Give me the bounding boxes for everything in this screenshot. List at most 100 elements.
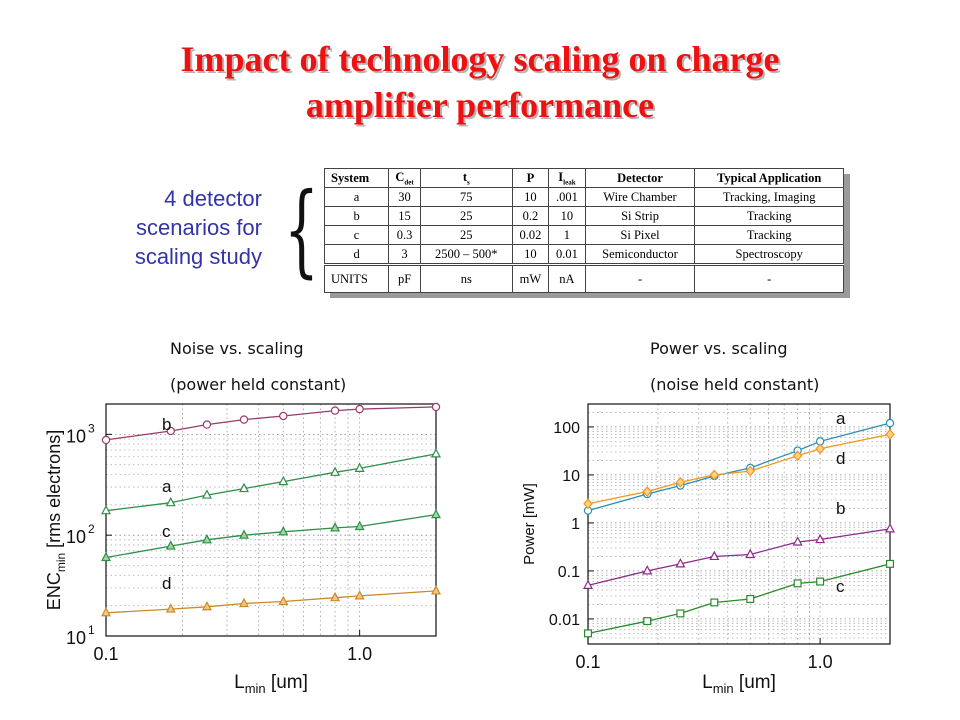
- table-cell: Tracking, Imaging: [694, 187, 844, 207]
- scenarios-text: 4 detector scenarios for scaling study: [96, 184, 262, 271]
- scenarios-line: scenarios for: [136, 215, 262, 240]
- y-tick-exponent: 3: [88, 421, 95, 435]
- x-tick-label-part: 0.1: [93, 644, 118, 664]
- header-cell: P: [511, 168, 550, 188]
- header-cdet-sub: det: [404, 178, 414, 187]
- y-axis-label: Power [mW]: [521, 483, 538, 565]
- data-point-d: [278, 595, 289, 606]
- table-cell: -: [584, 263, 696, 293]
- data-point-b: [355, 404, 364, 414]
- header-cell: Detector: [584, 168, 696, 188]
- data-point-a: [885, 418, 895, 428]
- table-cell: 0.3: [388, 225, 421, 245]
- data-point-b: [792, 536, 803, 546]
- series-label-part: a: [836, 409, 846, 428]
- table-cell: 10: [511, 187, 550, 207]
- table-cell: c: [323, 225, 390, 245]
- data-point-d: [792, 450, 803, 462]
- data-point-d: [642, 486, 653, 497]
- plot-area: [106, 404, 436, 636]
- table-cell: 0.02: [511, 225, 550, 245]
- series-label: c: [836, 577, 845, 596]
- header-cell: Ileak: [548, 168, 586, 188]
- x-axis-label-part: [um]: [266, 672, 308, 693]
- data-point-c: [101, 551, 111, 562]
- data-point-d: [815, 443, 825, 455]
- data-point-c: [201, 534, 212, 544]
- data-point-c: [710, 598, 719, 607]
- table-cell: 25: [419, 206, 513, 226]
- header-cell: ts: [419, 168, 513, 188]
- data-point-d: [583, 498, 593, 510]
- data-point-c: [793, 579, 802, 588]
- data-point-b: [239, 415, 249, 424]
- data-point-d: [709, 469, 720, 481]
- y-axis-label: ENCmin [rms electrons]: [44, 430, 68, 610]
- y-tick-exponent-part: 2: [88, 522, 95, 536]
- table-cell: 10: [511, 244, 550, 265]
- y-tick-label-part: 10: [66, 527, 86, 547]
- data-point-b: [330, 406, 340, 415]
- x-tick-label: 0.1: [575, 652, 600, 672]
- table-row: b 15 25 0.2 10 Si Strip Tracking: [323, 206, 844, 226]
- data-point-c: [278, 526, 289, 536]
- table-cell: nA: [548, 263, 586, 293]
- x-tick-label: 1.0: [808, 652, 833, 672]
- data-point-c: [676, 609, 685, 618]
- y-tick-label-part: 1: [571, 516, 580, 533]
- series-line-d: [587, 433, 891, 505]
- table-cell: .001: [548, 187, 586, 207]
- table-cell: 1: [548, 225, 586, 245]
- y-axis-label-part: min: [54, 553, 68, 572]
- table-cell: Si Strip: [584, 206, 696, 226]
- series-label: d: [836, 449, 845, 468]
- y-tick-label: 10: [66, 527, 86, 547]
- table-cell: Tracking: [694, 206, 844, 226]
- x-axis-label: Lmin [um]: [234, 672, 308, 696]
- data-point-d: [239, 597, 250, 608]
- series-label: a: [162, 477, 172, 496]
- table-row: c 0.3 25 0.02 1 Si Pixel Tracking: [323, 225, 844, 245]
- scenario-table-container: System Cdet ts P Ileak Detector Typical …: [323, 168, 850, 298]
- series-label: d: [162, 574, 171, 593]
- table-cell: 15: [388, 206, 421, 226]
- data-point-b: [709, 550, 720, 561]
- data-point-d: [885, 428, 895, 440]
- table-cell: b: [323, 206, 390, 226]
- data-point-d: [101, 606, 111, 617]
- table-cell: Spectroscopy: [694, 244, 844, 265]
- y-tick-exponent: 1: [88, 623, 95, 637]
- data-point-b: [202, 420, 212, 429]
- x-axis-label-part: L: [234, 672, 245, 693]
- table-row: d 3 2500 – 500* 10 0.01 Semiconductor Sp…: [323, 244, 844, 265]
- header-cdet-main: C: [395, 169, 405, 184]
- series-label: a: [836, 409, 846, 428]
- data-point-c: [886, 559, 895, 568]
- x-tick-label-part: 0.1: [575, 652, 600, 672]
- y-tick-exponent: 2: [88, 522, 95, 536]
- header-ileak-sub: leak: [563, 178, 576, 187]
- left-chart-caption-1: Noise vs. scaling: [170, 339, 304, 358]
- data-point-b: [675, 558, 686, 568]
- table-cell: mW: [511, 263, 550, 293]
- table-header-row: System Cdet ts P Ileak Detector Typical …: [323, 168, 844, 188]
- series-label: b: [162, 415, 171, 434]
- data-point-d: [745, 465, 756, 477]
- data-point-d: [354, 590, 365, 600]
- data-point-a: [239, 482, 250, 493]
- x-tick-label-part: 1.0: [808, 652, 833, 672]
- series-label-part: d: [836, 449, 845, 468]
- x-tick-label: 0.1: [93, 644, 118, 664]
- series-label-part: b: [162, 415, 171, 434]
- data-point-b: [101, 435, 111, 445]
- x-axis-label-part: min: [713, 681, 734, 696]
- table-cell: Semiconductor: [584, 244, 696, 265]
- data-point-b: [431, 402, 441, 412]
- y-tick-label-part: 10: [66, 628, 86, 648]
- scenarios-line: 4 detector: [164, 186, 262, 211]
- table-cell: 10: [548, 206, 586, 226]
- data-point-b: [815, 533, 826, 544]
- data-point-c: [431, 508, 441, 519]
- scenario-table: System Cdet ts P Ileak Detector Typical …: [323, 168, 844, 293]
